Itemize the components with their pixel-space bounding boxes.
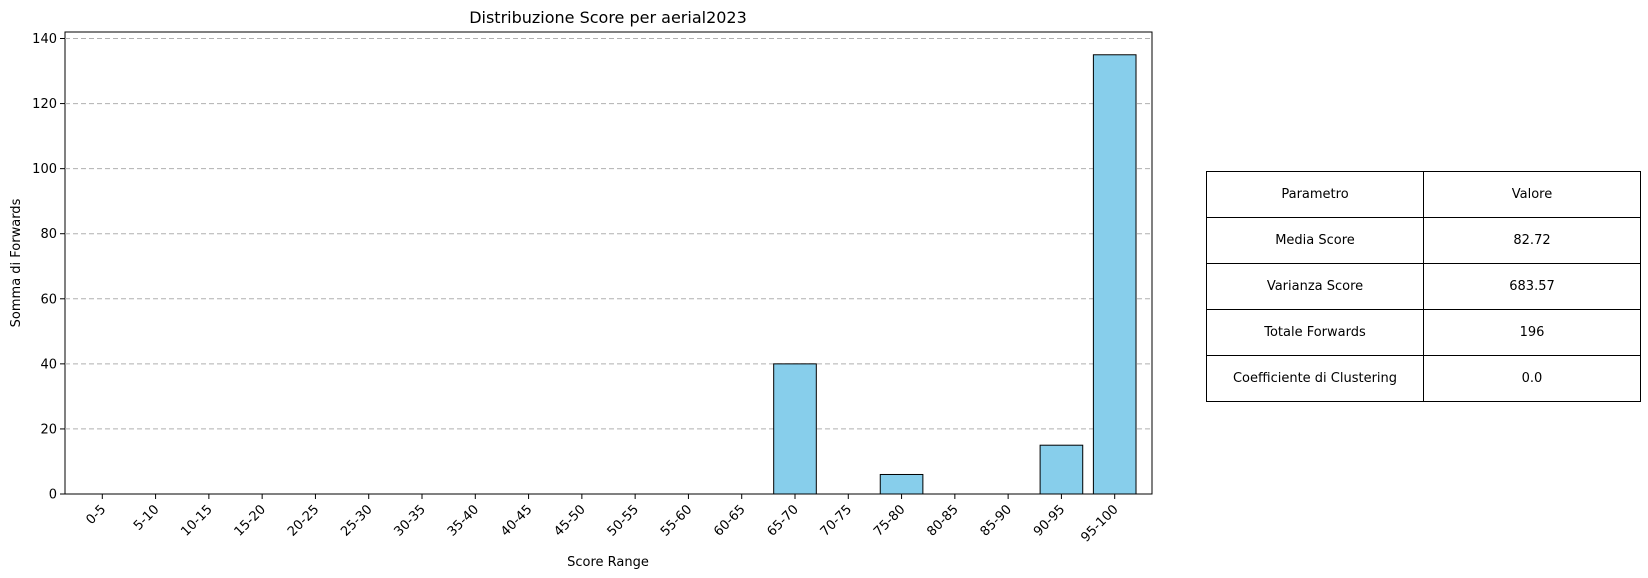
plot-area: [64, 31, 1153, 495]
x-tick-label: 65-70: [765, 502, 802, 539]
y-tick-label: 60: [40, 292, 57, 307]
x-tick-label: 40-45: [498, 502, 535, 539]
table-cell-value: 196: [1423, 309, 1641, 356]
bar: [879, 473, 924, 495]
table-cell-value: 683.57: [1423, 263, 1641, 310]
x-axis: 0-5 5-10 10-15 15-20 20-25 25-30 30-35 35-40 40-…: [84, 494, 1122, 545]
x-tick-label: 60-65: [711, 502, 748, 539]
bar: [1092, 54, 1137, 495]
bar: [1039, 444, 1084, 495]
table-cell-value: 0.0: [1423, 355, 1641, 402]
chart-title: Distribuzione Score per aerial2023: [469, 8, 747, 27]
y-tick-label: 40: [40, 357, 57, 372]
table-row: Varianza Score 683.57: [1206, 263, 1641, 310]
y-tick-label: 140: [32, 32, 57, 47]
table-header-row: Parametro Valore: [1206, 171, 1641, 218]
x-tick-label: 85-90: [978, 502, 1015, 539]
table-header-cell: Valore: [1423, 171, 1641, 218]
y-tick-label: 20: [40, 422, 57, 437]
y-axis-label: Somma di Forwards: [9, 198, 24, 327]
x-tick-label: 5-10: [131, 502, 162, 533]
y-tick-label: 100: [32, 162, 57, 177]
y-tick-label: 80: [40, 227, 57, 242]
x-tick-label: 30-35: [392, 502, 429, 539]
bar: [773, 363, 817, 495]
x-tick-label: 50-55: [605, 502, 642, 539]
x-tick-label: 70-75: [818, 502, 855, 539]
x-tick-label: 10-15: [178, 502, 215, 539]
x-tick-label: 55-60: [658, 502, 695, 539]
table-cell-parameter: Varianza Score: [1206, 263, 1424, 310]
bar-chart: 0 20 40 60 80 100 120 140 0-5 5-10 10-15 15-20 20-2…: [9, 8, 1153, 570]
bars: [773, 54, 1137, 495]
table-cell-parameter: Coefficiente di Clustering: [1206, 355, 1424, 402]
statistics-table: Parametro Valore Media Score 82.72 Varia…: [1206, 171, 1641, 402]
x-tick-label: 80-85: [924, 502, 961, 539]
table-cell-parameter: Media Score: [1206, 217, 1424, 264]
x-tick-label: 95-100: [1078, 502, 1121, 545]
x-tick-label: 0-5: [84, 502, 110, 528]
table-cell-parameter: Totale Forwards: [1206, 309, 1424, 356]
x-tick-label: 25-30: [338, 502, 375, 539]
x-tick-label: 20-25: [285, 502, 322, 539]
y-axis: 0 20 40 60 80 100 120 140: [32, 32, 65, 503]
x-axis-label: Score Range: [567, 555, 649, 570]
table-row: Coefficiente di Clustering 0.0: [1206, 355, 1641, 402]
table-row: Totale Forwards 196: [1206, 309, 1641, 356]
grid-lines: [65, 38, 1152, 430]
y-tick-label: 120: [32, 97, 57, 112]
x-tick-label: 45-50: [551, 502, 588, 539]
x-tick-label: 90-95: [1031, 502, 1068, 539]
y-tick-label: 0: [49, 488, 57, 503]
x-tick-label: 35-40: [445, 502, 482, 539]
table-row: Media Score 82.72: [1206, 217, 1641, 264]
x-tick-label: 75-80: [871, 502, 908, 539]
table-cell-value: 82.72: [1423, 217, 1641, 264]
x-tick-label: 15-20: [232, 502, 269, 539]
table-header-cell: Parametro: [1206, 171, 1424, 218]
